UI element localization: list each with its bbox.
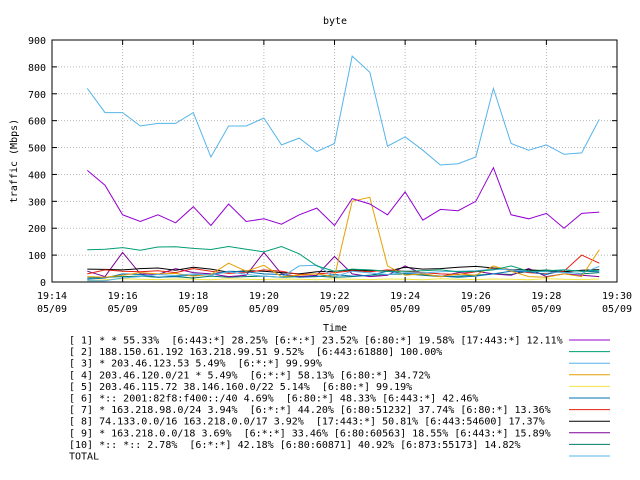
y-tick-label: 0	[40, 278, 46, 289]
legend-label: [ 5] 203.46.115.72 38.146.160.0/22 5.14%…	[69, 382, 412, 393]
series-line-5	[87, 278, 600, 282]
legend-label: [ 6] *:: 2001:82f8:f400::/40 4.69% [6:80…	[69, 394, 478, 405]
legend-label: [ 1] * * 55.33% [6:443:*] 28.25% [6:*:*]…	[69, 336, 563, 347]
y-tick-label: 500	[28, 144, 46, 155]
y-tick-label: 600	[28, 117, 46, 128]
legend-label: [ 9] * 163.218.0.0/18 3.69% [6:*:*] 33.4…	[69, 428, 551, 439]
y-tick-label: 700	[28, 90, 46, 101]
y-tick-label: 200	[28, 224, 46, 235]
x-tick-time: 19:30	[602, 291, 632, 302]
x-tick-time: 19:20	[249, 291, 279, 302]
y-tick-label: 300	[28, 197, 46, 208]
series-line-4	[87, 196, 600, 278]
legend-label: [ 7] * 163.218.98.0/24 3.94% [6:*:*] 44.…	[69, 405, 551, 416]
x-tick-time: 19:26	[461, 291, 491, 302]
x-tick-time: 19:28	[531, 291, 561, 302]
y-tick-label: 100	[28, 251, 46, 262]
series-line-11	[86, 55, 600, 166]
legend-label: [ 4] 203.46.120.0/21 * 5.49% [6:*:*] 58.…	[69, 370, 430, 381]
series-layer	[86, 55, 600, 282]
legend-label: [ 3] * 203.46.123.53 5.49% [6:*:*] 99.99…	[69, 359, 322, 370]
x-axis-label: Time	[323, 323, 347, 334]
x-tick-date: 05/09	[602, 304, 632, 315]
legend-label: [ 2] 188.150.61.192 163.218.99.51 9.52% …	[69, 347, 442, 358]
series-line-3	[87, 264, 600, 282]
x-tick-time: 19:24	[390, 291, 420, 302]
series-line-6	[87, 269, 600, 280]
chart-title: byte	[323, 16, 347, 27]
x-tick-date: 05/09	[531, 304, 561, 315]
x-tick-time: 19:16	[108, 291, 138, 302]
series-line-9	[87, 251, 600, 278]
x-tick-time: 19:14	[37, 291, 67, 302]
y-tick-label: 400	[28, 170, 46, 181]
legend-label: [ 8] 74.133.0.0/16 163.218.0.0/17 3.92% …	[69, 417, 545, 428]
x-tick-date: 05/09	[319, 304, 349, 315]
y-axis-label: traffic (Mbps)	[9, 119, 20, 203]
series-line-2	[87, 245, 600, 273]
x-tick-date: 05/09	[461, 304, 491, 315]
series-line-1	[86, 166, 600, 229]
legend-label: TOTAL	[69, 452, 99, 463]
x-tick-time: 19:18	[178, 291, 208, 302]
legend-label: [10] *:: *:: 2.78% [6:*:*] 42.18% [6:80:…	[69, 440, 521, 451]
grid	[52, 40, 617, 282]
x-tick-date: 05/09	[37, 304, 67, 315]
x-tick-date: 05/09	[108, 304, 138, 315]
x-tick-date: 05/09	[249, 304, 279, 315]
x-tick-date: 05/09	[390, 304, 420, 315]
y-tick-label: 800	[28, 63, 46, 74]
legend: [ 1] * * 55.33% [6:443:*] 28.25% [6:*:*]…	[69, 336, 610, 463]
y-tick-label: 900	[28, 36, 46, 47]
x-tick-date: 05/09	[178, 304, 208, 315]
x-tick-time: 19:22	[319, 291, 349, 302]
axis-ticks: 0 100 200 300 400 500 600 700 800 900 19:14 05/09 19…	[28, 36, 632, 315]
